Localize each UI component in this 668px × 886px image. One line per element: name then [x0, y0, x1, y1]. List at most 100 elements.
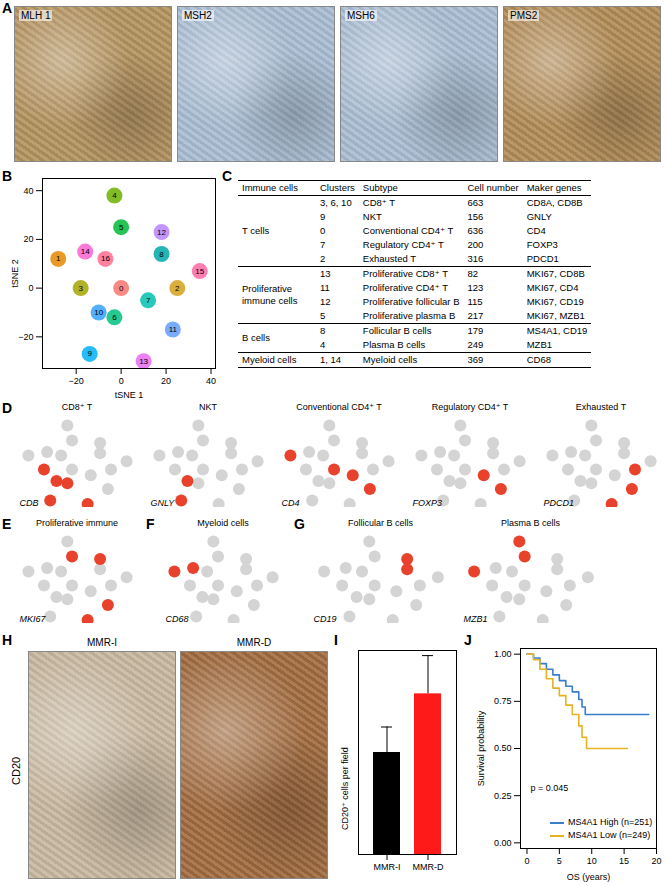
html-text:MKI67, CD8B: MKI67, CD8B	[526, 268, 585, 279]
html-text:FOXP3: FOXP3	[526, 239, 558, 250]
svg-text:CD68: CD68	[166, 614, 189, 624]
svg-text:0.00: 0.00	[494, 838, 512, 848]
html-text:179: 179	[467, 325, 484, 336]
svg-text:0.50: 0.50	[494, 743, 512, 753]
svg-text:0: 0	[119, 376, 124, 386]
svg-text:40: 40	[23, 186, 33, 196]
html-text:Exhausted T: Exhausted T	[362, 253, 416, 264]
html-text:MKI67, MZB1: MKI67, MZB1	[526, 310, 585, 321]
html-text:Proliferative plasma B: Proliferative plasma B	[362, 310, 456, 321]
html-text:Immune cells: Immune cells	[242, 182, 298, 193]
svg-text:11: 11	[169, 325, 178, 334]
html-text:Clusters: Clusters	[320, 182, 355, 193]
html-text:636: 636	[467, 225, 484, 236]
svg-text:CDB: CDB	[20, 498, 39, 508]
svg-text:0: 0	[119, 284, 124, 293]
svg-text:10: 10	[94, 308, 103, 317]
html-text:123: 123	[467, 282, 484, 293]
svg-text:10: 10	[587, 856, 597, 866]
html-text:Conventional CD4⁺ T: Conventional CD4⁺ T	[362, 225, 454, 236]
html-text:115: 115	[467, 296, 483, 307]
svg-text:Survival probability: Survival probability	[476, 710, 486, 786]
svg-text:6: 6	[112, 313, 117, 322]
svg-text:−20: −20	[18, 332, 33, 342]
html-text:Proliferative immune cells: Proliferative immune cells	[242, 283, 298, 306]
html-text:156: 156	[467, 211, 484, 222]
html-text:217: 217	[467, 310, 484, 321]
svg-text:15: 15	[195, 267, 204, 276]
svg-text:14: 14	[81, 247, 90, 256]
svg-text:5: 5	[557, 856, 562, 866]
html-text:663: 663	[467, 197, 484, 208]
html-text:GNLY: GNLY	[526, 211, 552, 222]
svg-text:20: 20	[161, 376, 171, 386]
html-text:Regulatory CD4⁺ T: Regulatory CD4⁺ T	[362, 239, 444, 250]
svg-text:5: 5	[119, 223, 124, 232]
svg-text:9: 9	[87, 349, 92, 358]
html-text:3, 6, 10: 3, 6, 10	[320, 197, 352, 208]
html-text:MKI67, CD19: MKI67, CD19	[526, 296, 584, 307]
svg-text:40: 40	[206, 376, 216, 386]
html-text:MKI67, CD4: MKI67, CD4	[526, 282, 579, 293]
html-text:MSH2: MSH2	[184, 10, 212, 21]
html-text:316: 316	[467, 253, 484, 264]
html-text:C: C	[222, 168, 233, 184]
svg-text:CD19: CD19	[314, 614, 337, 624]
html-text:82: 82	[467, 268, 478, 279]
html-text:Proliferative CD8⁺ T: Proliferative CD8⁺ T	[362, 268, 448, 279]
svg-text:−20: −20	[69, 376, 84, 386]
svg-text:0.25: 0.25	[494, 791, 512, 801]
svg-text:MMR-D: MMR-D	[413, 862, 444, 872]
html-text:B: B	[2, 168, 13, 184]
html-text:CD4: CD4	[526, 225, 546, 236]
html-text:CD20: CD20	[10, 756, 22, 785]
html-text:12: 12	[320, 296, 331, 307]
html-text:T cells: T cells	[242, 225, 270, 236]
svg-text:tSNE 2: tSNE 2	[10, 259, 20, 288]
svg-text:PDCD1: PDCD1	[544, 498, 575, 508]
html-text:Subtype: Subtype	[362, 182, 398, 193]
html-text:MSH6: MSH6	[347, 10, 375, 21]
html-text:Cell number: Cell number	[467, 182, 519, 193]
html-text:PDCD1: PDCD1	[526, 253, 559, 264]
html-text:MS4A1, CD19: MS4A1, CD19	[526, 325, 588, 336]
svg-text:8: 8	[159, 250, 164, 259]
svg-text:15: 15	[619, 856, 629, 866]
html-text:Proliferative follicular B: Proliferative follicular B	[362, 296, 460, 307]
svg-text:2: 2	[175, 284, 180, 293]
html-text:Proliferative CD4⁺ T: Proliferative CD4⁺ T	[362, 282, 448, 293]
svg-text:FOXP3: FOXP3	[413, 498, 443, 508]
svg-text:MKI67: MKI67	[20, 614, 47, 624]
html-text:Follicular B cells: Follicular B cells	[362, 325, 432, 336]
svg-text:1: 1	[56, 254, 61, 263]
html-text:Maker genes: Maker genes	[526, 182, 582, 193]
svg-text:13: 13	[139, 357, 148, 366]
svg-text:0: 0	[524, 856, 529, 866]
svg-text:OS (years): OS (years)	[567, 872, 611, 882]
html-text:200: 200	[467, 239, 484, 250]
html-text:CD8⁺ T: CD8⁺ T	[362, 197, 396, 208]
svg-text:0.75: 0.75	[494, 696, 512, 706]
svg-text:tSNE 1: tSNE 1	[115, 390, 144, 400]
svg-text:p = 0.045: p = 0.045	[531, 783, 569, 793]
html-text:NKT: NKT	[362, 211, 382, 222]
html-text:A: A	[2, 0, 13, 16]
svg-text:0: 0	[28, 283, 33, 293]
html-text:13: 13	[320, 268, 331, 279]
html-text:PMS2: PMS2	[510, 10, 538, 21]
svg-text:20: 20	[651, 856, 661, 866]
svg-text:4: 4	[112, 191, 117, 200]
svg-text:CD4: CD4	[282, 498, 300, 508]
html-text:MLH 1: MLH 1	[21, 10, 51, 21]
svg-text:3: 3	[78, 284, 83, 293]
html-text:B cells: B cells	[242, 332, 270, 343]
html-text:CD8A, CD8B: CD8A, CD8B	[526, 197, 583, 208]
svg-text:MZB1: MZB1	[464, 614, 488, 624]
svg-text:1.00: 1.00	[494, 649, 512, 659]
svg-text:12: 12	[157, 228, 166, 237]
svg-text:20: 20	[23, 234, 33, 244]
svg-text:GNLY: GNLY	[151, 498, 176, 508]
svg-text:7: 7	[146, 296, 151, 305]
svg-text:16: 16	[101, 254, 110, 263]
svg-text:MMR-I: MMR-I	[374, 862, 401, 872]
